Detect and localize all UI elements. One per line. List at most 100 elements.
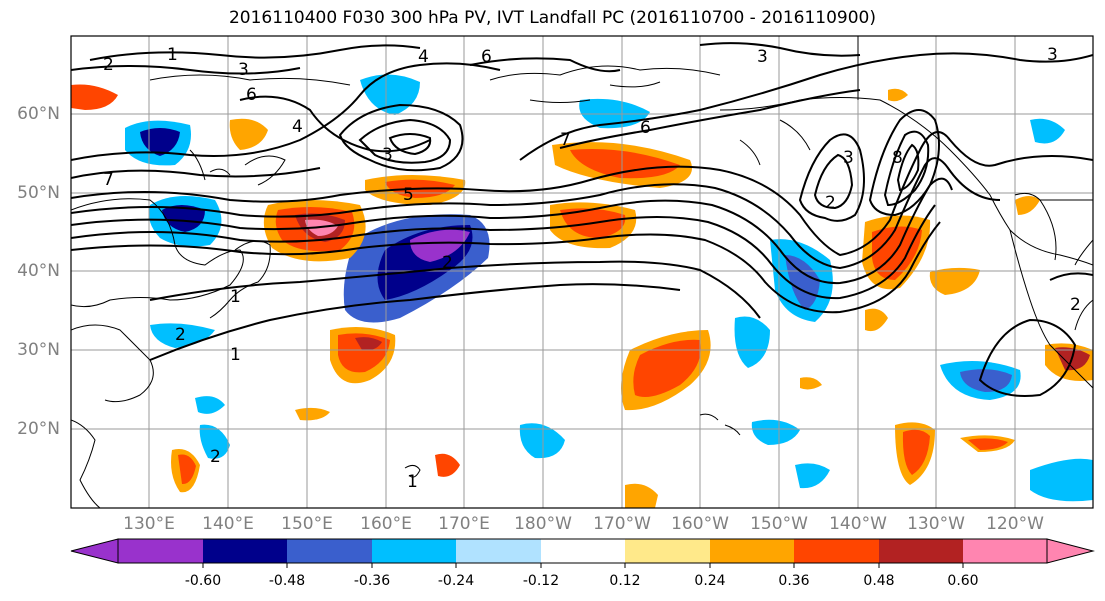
contour-label: 6 bbox=[246, 85, 257, 105]
colorbar-swatch bbox=[203, 539, 287, 563]
shade-pos-4b bbox=[872, 226, 922, 280]
lon-label: 180°W bbox=[514, 514, 572, 534]
lon-label: 170°W bbox=[593, 514, 651, 534]
lat-label: 60°N bbox=[17, 104, 60, 124]
contour-label: 3 bbox=[238, 60, 249, 80]
lat-label: 40°N bbox=[17, 261, 60, 281]
shade-pos-20 bbox=[800, 377, 822, 390]
shade-pos-10 bbox=[229, 118, 268, 150]
shade-pos-6b bbox=[633, 339, 701, 398]
colorbar-swatch bbox=[287, 539, 372, 563]
contour-label: 3 bbox=[382, 145, 393, 165]
contour-label: 1 bbox=[167, 45, 178, 65]
pv-contours bbox=[71, 42, 1093, 397]
colorbar-tick-label: 0.24 bbox=[694, 573, 726, 589]
shade-neg-16 bbox=[795, 463, 830, 489]
shade-neg-6b bbox=[960, 369, 1012, 392]
shade-neg-3b bbox=[140, 128, 180, 156]
colorbar-tick-label: -0.48 bbox=[268, 573, 306, 589]
map-title: 2016110400 F030 300 hPa PV, IVT Landfall… bbox=[228, 8, 876, 28]
contour-label: 1 bbox=[230, 345, 241, 365]
lat-label: 20°N bbox=[17, 419, 60, 439]
contour-label: 3 bbox=[843, 148, 854, 168]
shade-pos-21 bbox=[888, 88, 908, 102]
colorbar-max-extend bbox=[1046, 538, 1095, 564]
contour-label: 2 bbox=[442, 253, 453, 273]
lon-label: 150°E bbox=[281, 514, 333, 534]
shade-pos-5c bbox=[355, 337, 382, 351]
lon-label: 140°W bbox=[829, 514, 887, 534]
colorbar-swatch bbox=[118, 539, 203, 563]
colorbar-tick-label: -0.36 bbox=[353, 573, 391, 589]
colorbar-swatch bbox=[879, 539, 963, 563]
contour-label: 8 bbox=[892, 148, 903, 168]
shading-layer bbox=[71, 74, 1093, 508]
shade-neg-9 bbox=[751, 419, 800, 445]
colorbar-tick-label: -0.12 bbox=[522, 573, 560, 589]
lon-label: 160°W bbox=[671, 514, 729, 534]
contour-label: 7 bbox=[103, 170, 114, 190]
shade-neg-5b bbox=[785, 255, 820, 310]
contour-label: 5 bbox=[403, 185, 414, 205]
contour-label: 2 bbox=[210, 447, 221, 467]
colorbar-tick-label: 0.60 bbox=[947, 573, 979, 589]
shade-pos-14 bbox=[435, 453, 460, 477]
shade-neg-7 bbox=[734, 316, 770, 368]
shade-neg-8 bbox=[519, 423, 565, 459]
shade-pos-15b bbox=[968, 438, 1008, 450]
contour-label: 6 bbox=[640, 118, 651, 138]
colorbar-tick-label: -0.60 bbox=[184, 573, 222, 589]
lon-label: 160°E bbox=[360, 514, 412, 534]
colorbar-swatch bbox=[710, 539, 794, 563]
contour-label: 2 bbox=[825, 193, 836, 213]
shade-pos-11 bbox=[71, 84, 118, 110]
colorbar bbox=[70, 538, 1095, 568]
colorbar-tick-label: 0.48 bbox=[863, 573, 895, 589]
shade-neg-15 bbox=[1030, 118, 1065, 144]
colorbar-tick-label: 0.36 bbox=[778, 573, 810, 589]
shade-pos-18 bbox=[1015, 196, 1040, 215]
shade-pos-7b bbox=[902, 429, 930, 475]
shade-neg-10 bbox=[1030, 458, 1093, 502]
map-frame bbox=[70, 35, 1094, 509]
colorbar-min-extend bbox=[70, 538, 119, 564]
shade-pos-16 bbox=[295, 407, 330, 421]
lon-label: 120°W bbox=[986, 514, 1044, 534]
shade-neg-2b bbox=[162, 205, 205, 232]
contour-label: 3 bbox=[1047, 45, 1058, 65]
lat-label: 50°N bbox=[17, 183, 60, 203]
contour-label: 1 bbox=[407, 472, 418, 492]
contour-label: 7 bbox=[560, 130, 571, 150]
contour-label: 6 bbox=[481, 47, 492, 67]
contour-label-group: 1 2 3 4 6 6 4 7 3 3 6 7 2 3 8 1 1 2 2 5 … bbox=[103, 45, 1081, 492]
lon-label: 170°E bbox=[438, 514, 490, 534]
contour-label: 2 bbox=[175, 325, 186, 345]
colorbar-ticks bbox=[202, 563, 964, 568]
contour-label: 2 bbox=[1070, 295, 1081, 315]
shade-pos-17 bbox=[625, 483, 658, 508]
shade-neg-1c bbox=[410, 229, 470, 262]
colorbar-swatch bbox=[372, 539, 456, 563]
contour-label: 4 bbox=[418, 47, 429, 67]
shade-pos-19 bbox=[865, 308, 888, 332]
contour-label: 3 bbox=[757, 47, 768, 67]
shade-neg-12 bbox=[199, 424, 230, 459]
shade-pos-12b bbox=[178, 454, 196, 485]
lon-label: 130°W bbox=[907, 514, 965, 534]
colorbar-swatch bbox=[963, 539, 1047, 563]
shade-neg-13 bbox=[195, 396, 225, 414]
graticule bbox=[71, 36, 1093, 508]
shade-pos-3b bbox=[570, 149, 680, 179]
lat-label: 30°N bbox=[17, 340, 60, 360]
contour-label: 1 bbox=[230, 287, 241, 307]
lon-label: 150°W bbox=[750, 514, 808, 534]
contour-label: 2 bbox=[103, 55, 114, 75]
shade-pos-13 bbox=[929, 267, 980, 295]
lon-label: 130°E bbox=[123, 514, 175, 534]
colorbar-swatch bbox=[456, 539, 541, 563]
lon-label: 140°E bbox=[202, 514, 254, 534]
colorbar-swatch bbox=[794, 539, 879, 563]
colorbar-tick-label: -0.24 bbox=[437, 573, 475, 589]
colorbar-swatch bbox=[541, 539, 625, 563]
